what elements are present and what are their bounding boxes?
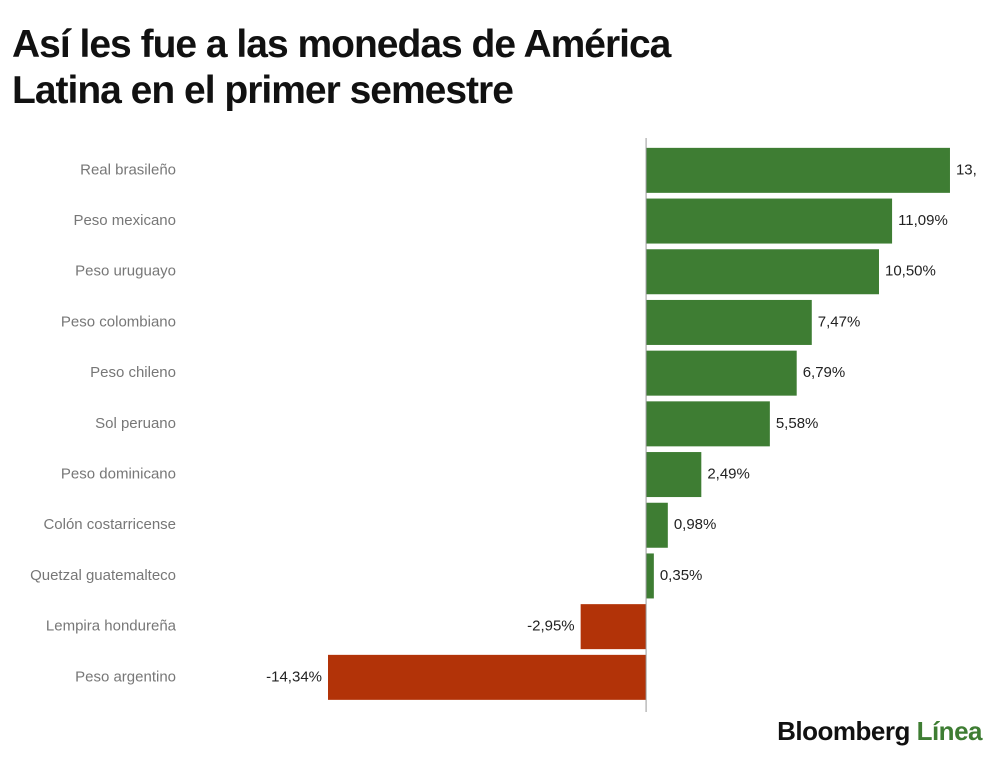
value-label: 5,58% <box>776 415 819 432</box>
category-label: Peso mexicano <box>73 212 176 229</box>
bar <box>646 401 770 447</box>
category-label: Peso chileno <box>90 364 176 381</box>
value-label: 6,79% <box>803 364 846 381</box>
bar <box>646 502 668 548</box>
category-label: Real brasileño <box>80 161 176 178</box>
category-label: Peso uruguayo <box>75 263 176 280</box>
bar <box>328 654 647 700</box>
bar <box>646 452 702 498</box>
value-label: 10,50% <box>885 263 936 280</box>
value-label: 2,49% <box>707 466 750 483</box>
value-label: 0,98% <box>674 516 717 533</box>
category-label: Lempira hondureña <box>46 618 177 635</box>
value-label: 11,09% <box>898 212 948 229</box>
bar <box>646 350 797 396</box>
value-label: 13, <box>956 161 977 178</box>
value-label: 7,47% <box>818 313 861 330</box>
category-label: Peso dominicano <box>61 466 176 483</box>
bar <box>580 604 647 650</box>
category-label: Quetzal guatemalteco <box>30 567 176 584</box>
category-label: Peso colombiano <box>61 313 176 330</box>
brand-suffix: Línea <box>916 716 983 746</box>
category-label: Peso argentino <box>75 668 176 685</box>
chart-title: Así les fue a las monedas de América Lat… <box>12 23 671 112</box>
bar <box>646 299 812 345</box>
bar <box>646 198 893 244</box>
bar <box>646 553 654 599</box>
brand: Bloomberg Línea <box>777 716 982 747</box>
category-label: Sol peruano <box>95 415 176 432</box>
value-label: 0,35% <box>660 567 703 584</box>
bar <box>646 147 950 193</box>
bar <box>646 249 879 295</box>
brand-name: Bloomberg <box>777 716 910 746</box>
category-label: Colón costarricense <box>43 516 176 533</box>
value-label: -2,95% <box>527 618 575 635</box>
value-label: -14,34% <box>266 668 322 685</box>
